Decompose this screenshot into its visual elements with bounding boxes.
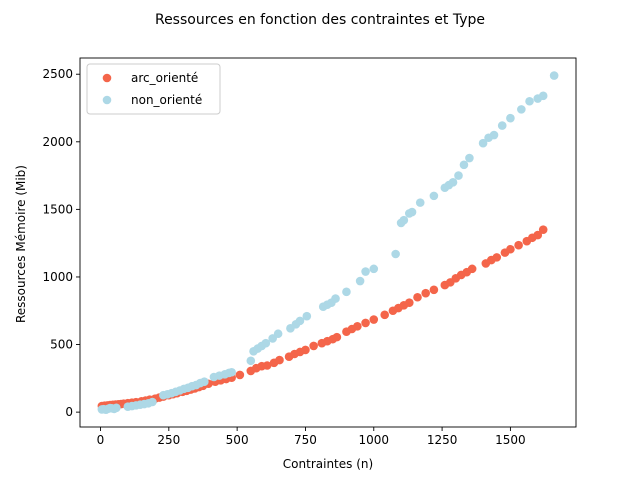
legend-label: non_orienté <box>131 93 202 107</box>
x-tick-label: 250 <box>157 433 180 447</box>
y-tick-label: 500 <box>50 338 73 352</box>
data-point <box>246 356 256 366</box>
data-point <box>413 292 422 302</box>
data-point <box>421 288 430 298</box>
data-point <box>148 397 157 407</box>
data-point <box>489 130 499 140</box>
data-point <box>112 403 121 413</box>
data-point <box>369 264 379 274</box>
data-point <box>361 318 370 328</box>
data-point <box>415 198 425 207</box>
data-point <box>295 316 305 326</box>
data-point <box>332 332 342 342</box>
data-point <box>506 244 515 254</box>
data-point <box>399 215 409 225</box>
series-1 <box>97 71 559 414</box>
data-point <box>309 341 318 351</box>
data-point <box>302 311 312 321</box>
data-point <box>465 153 474 163</box>
series-0 <box>97 225 548 411</box>
data-point <box>355 276 365 286</box>
data-point <box>405 298 414 307</box>
data-point <box>262 361 272 370</box>
data-point <box>342 287 351 297</box>
data-point <box>506 113 515 123</box>
data-point <box>514 240 523 250</box>
x-tick-label: 500 <box>226 433 249 447</box>
data-point <box>235 370 245 380</box>
data-point <box>517 105 526 114</box>
chart-title: Ressources en fonction des contraintes e… <box>155 12 485 28</box>
data-point <box>525 96 534 106</box>
legend: arc_orienté non_orienté <box>86 63 221 115</box>
data-point <box>301 345 310 355</box>
data-point <box>454 171 463 180</box>
data-point <box>448 178 458 187</box>
y-tick-label: 1000 <box>42 270 73 284</box>
legend-box <box>86 63 221 115</box>
x-tick-label: 0 <box>97 433 105 447</box>
legend-marker <box>102 73 112 83</box>
y-tick-label: 2500 <box>42 67 73 81</box>
data-point <box>275 355 284 365</box>
data-point <box>331 294 340 303</box>
y-tick-label: 1500 <box>42 202 73 216</box>
data-point <box>261 338 271 348</box>
data-point <box>391 249 400 259</box>
x-tick-label: 750 <box>294 433 317 447</box>
data-point <box>227 367 236 377</box>
data-point <box>380 310 390 320</box>
data-point <box>478 138 488 148</box>
data-point <box>538 91 548 101</box>
legend-marker <box>102 95 112 105</box>
data-point <box>429 191 439 201</box>
data-point <box>459 160 469 170</box>
y-tick-label: 0 <box>65 405 73 419</box>
data-point <box>200 377 209 387</box>
data-point <box>353 322 362 331</box>
data-point <box>369 315 379 324</box>
plot-frame <box>79 57 577 428</box>
x-axis-label: Contraintes (n) <box>283 457 373 471</box>
data-point <box>549 71 559 80</box>
legend-label: arc_orienté <box>131 71 198 85</box>
data-point <box>492 253 502 262</box>
plot-area: 0 250 500 750 1000 1250 1500 0 500 1000 1500 2000 25… <box>42 57 577 447</box>
y-axis-label: Ressources Mémoire (Mib) <box>14 165 28 323</box>
data-point <box>407 207 417 217</box>
data-point <box>361 267 370 276</box>
data-point <box>429 285 439 295</box>
x-tick-label: 1000 <box>359 433 390 447</box>
x-tick-label: 1500 <box>495 433 526 447</box>
data-point <box>533 230 543 240</box>
data-point <box>273 329 283 339</box>
x-tick-label: 1250 <box>427 433 458 447</box>
data-point <box>538 225 548 234</box>
data-point <box>497 121 507 130</box>
y-tick-label: 2000 <box>42 135 73 149</box>
data-point <box>467 264 477 274</box>
